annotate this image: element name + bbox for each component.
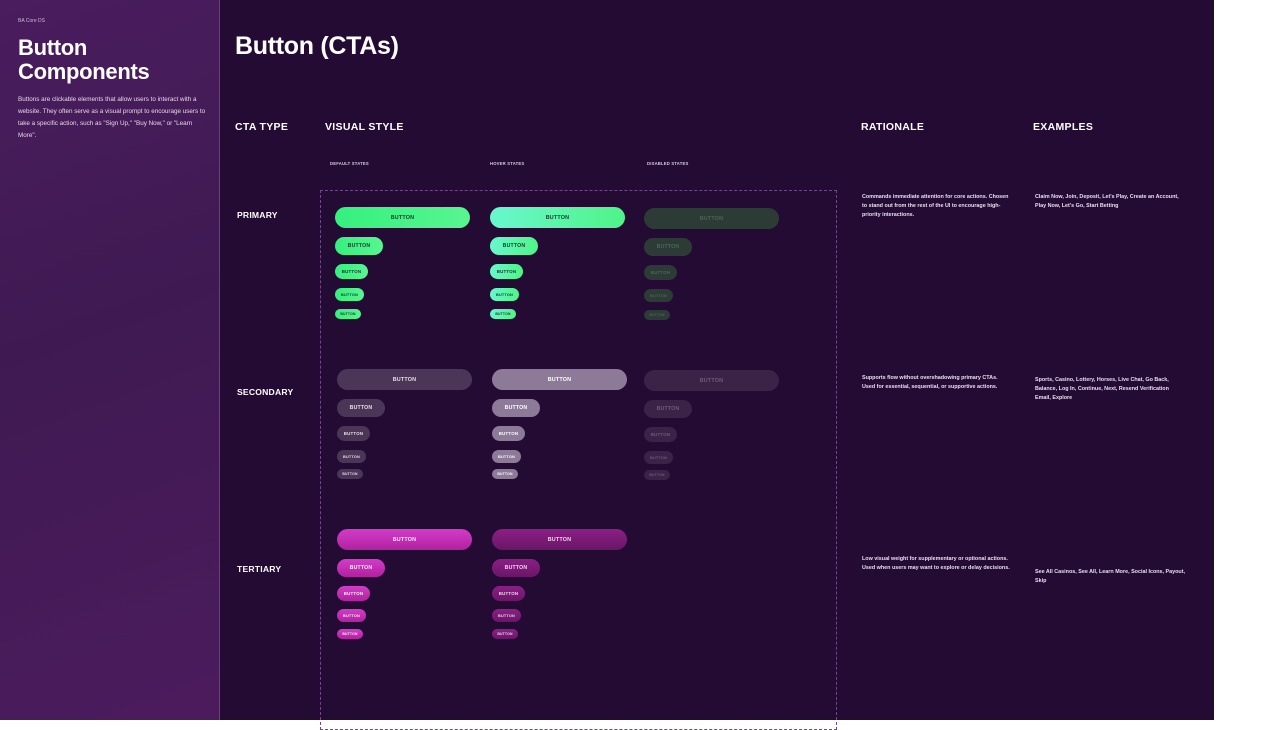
tertiary-hover-button-md[interactable]: BUTTON (492, 586, 525, 601)
tertiary-hover-button-xs[interactable]: BUTTON (492, 629, 518, 639)
sidebar-description: Buttons are clickable elements that allo… (18, 96, 206, 139)
column-header-visual-style: VISUAL STYLE (325, 121, 404, 133)
primary-default-button-md[interactable]: BUTTON (335, 264, 368, 279)
tertiary-default-button-lg[interactable]: BUTTON (337, 559, 385, 577)
rationale-primary: Commands immediate attention for core ac… (862, 194, 1009, 218)
examples-tertiary: See All Casinos, See All, Learn More, So… (1035, 569, 1185, 584)
primary-hover-button-xs[interactable]: BUTTON (490, 309, 516, 319)
button-showcase-frame (320, 190, 837, 730)
secondary-disabled-button-lg: BUTTON (644, 400, 692, 418)
tertiary-hover-button-lg[interactable]: BUTTON (492, 559, 540, 577)
secondary-hover-button-xl[interactable]: BUTTON (492, 369, 627, 390)
tertiary-hover-button-sm[interactable]: BUTTON (492, 609, 521, 622)
secondary-default-button-md[interactable]: BUTTON (337, 426, 370, 441)
page-title: Button (CTAs) (235, 32, 399, 60)
primary-disabled-button-sm: BUTTON (644, 289, 673, 302)
secondary-default-button-lg[interactable]: BUTTON (337, 399, 385, 417)
tertiary-default-button-xs[interactable]: BUTTON (337, 629, 363, 639)
tertiary-hover-button-xl[interactable]: BUTTON (492, 529, 627, 550)
secondary-disabled-button-md: BUTTON (644, 427, 677, 442)
primary-disabled-button-xs: BUTTON (644, 310, 670, 320)
secondary-default-button-xs[interactable]: BUTTON (337, 469, 363, 479)
sidebar-eyebrow: BA Core DS (18, 18, 45, 24)
primary-default-button-lg[interactable]: BUTTON (335, 237, 383, 255)
tertiary-default-button-md[interactable]: BUTTON (337, 586, 370, 601)
row-label-secondary: SECONDARY (237, 387, 294, 397)
row-label-primary: PRIMARY (237, 210, 278, 220)
primary-hover-button-md[interactable]: BUTTON (490, 264, 523, 279)
primary-hover-button-sm[interactable]: BUTTON (490, 288, 519, 301)
secondary-hover-button-sm[interactable]: BUTTON (492, 450, 521, 463)
primary-hover-button-lg[interactable]: BUTTON (490, 237, 538, 255)
primary-default-button-xs[interactable]: BUTTON (335, 309, 361, 319)
sidebar-title: Button Components (18, 35, 150, 84)
primary-default-button-xl[interactable]: BUTTON (335, 207, 470, 228)
secondary-default-button-xl[interactable]: BUTTON (337, 369, 472, 390)
state-header-hover: HOVER STATES (490, 161, 525, 166)
row-label-tertiary: TERTIARY (237, 564, 282, 574)
sidebar: BA Core DS Button Components Buttons are… (0, 0, 220, 720)
primary-disabled-button-md: BUTTON (644, 265, 677, 280)
secondary-disabled-button-xs: BUTTON (644, 470, 670, 480)
tertiary-default-button-xl[interactable]: BUTTON (337, 529, 472, 550)
examples-primary: Claim Now, Join, Deposit, Let's Play, Cr… (1035, 194, 1179, 209)
secondary-disabled-button-sm: BUTTON (644, 451, 673, 464)
main-canvas: Button (CTAs) CTA TYPE VISUAL STYLE RATI… (220, 0, 1214, 730)
tertiary-default-button-sm[interactable]: BUTTON (337, 609, 366, 622)
column-header-rationale: RATIONALE (861, 121, 925, 133)
secondary-disabled-button-xl: BUTTON (644, 370, 779, 391)
secondary-hover-button-lg[interactable]: BUTTON (492, 399, 540, 417)
secondary-hover-button-md[interactable]: BUTTON (492, 426, 525, 441)
column-header-cta-type: CTA TYPE (235, 121, 289, 133)
secondary-hover-button-xs[interactable]: BUTTON (492, 469, 518, 479)
rationale-tertiary: Low visual weight for supplementary or o… (862, 556, 1010, 571)
primary-default-button-sm[interactable]: BUTTON (335, 288, 364, 301)
examples-secondary: Sports, Casino, Lottery, Horses, Live Ch… (1035, 377, 1169, 401)
state-header-disabled: DISABLED STATES (647, 161, 689, 166)
rationale-secondary: Supports flow without overshadowing prim… (862, 375, 998, 390)
primary-disabled-button-lg: BUTTON (644, 238, 692, 256)
primary-hover-button-xl[interactable]: BUTTON (490, 207, 625, 228)
primary-disabled-button-xl: BUTTON (644, 208, 779, 229)
secondary-default-button-sm[interactable]: BUTTON (337, 450, 366, 463)
state-header-default: DEFAULT STATES (330, 161, 369, 166)
column-header-examples: EXAMPLES (1033, 121, 1094, 133)
